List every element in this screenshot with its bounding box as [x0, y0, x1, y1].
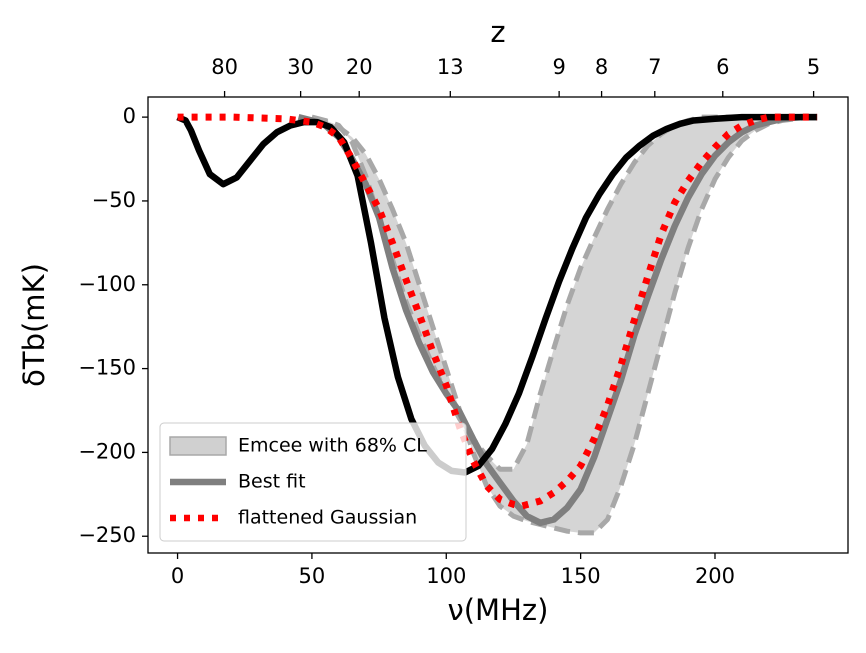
- x2-tick-label: 5: [807, 55, 820, 79]
- x2-tick-label: 30: [287, 55, 314, 79]
- y-axis-label: δTb(mK): [17, 263, 51, 387]
- x2-axis-label: z: [490, 15, 505, 49]
- legend-label: Best fit: [238, 471, 306, 493]
- x2-tick-label: 13: [437, 55, 464, 79]
- legend-box: [159, 422, 467, 542]
- y-tick-label: −150: [78, 356, 136, 380]
- x2-tick-label: 8: [595, 55, 608, 79]
- x2-tick-label: 6: [716, 55, 729, 79]
- y-tick-label: 0: [123, 104, 136, 128]
- x2-tick-label: 20: [346, 55, 373, 79]
- legend-swatch: [169, 436, 227, 456]
- x-tick-label: 0: [171, 564, 184, 588]
- line-series: [297, 113, 818, 527]
- x2-tick-label: 80: [211, 55, 238, 79]
- x2-tick-label: 7: [648, 55, 661, 79]
- line-series: [176, 113, 818, 476]
- x-axis-label: ν(MHz): [448, 593, 549, 627]
- x-tick-label: 200: [695, 564, 735, 588]
- confidence-band: [311, 117, 809, 533]
- x2-tick-label: 9: [552, 55, 565, 79]
- y-tick-label: −250: [78, 523, 136, 547]
- line-series: [177, 113, 818, 510]
- x-tick-label: 150: [561, 564, 601, 588]
- band-lower-edge: [311, 114, 810, 536]
- y-tick-label: −200: [78, 439, 136, 463]
- legend-label: Emcee with 68% CL: [238, 435, 427, 457]
- x-tick-label: 100: [426, 564, 466, 588]
- y-tick-label: −100: [78, 272, 136, 296]
- legend-label: flattened Gaussian: [238, 507, 417, 529]
- plot-area: [176, 113, 818, 536]
- x-tick-label: 50: [299, 564, 326, 588]
- plot-frame: [147, 96, 849, 554]
- y-tick-label: −50: [92, 188, 136, 212]
